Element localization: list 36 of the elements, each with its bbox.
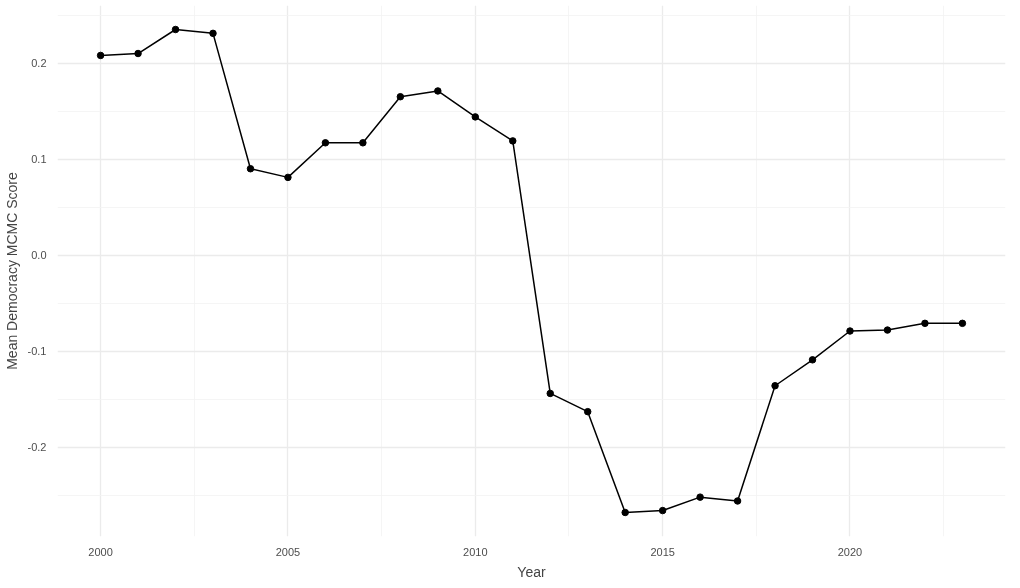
point xyxy=(396,92,405,101)
x-tick-label: 2015 xyxy=(650,545,675,558)
point xyxy=(509,137,517,145)
y-tick-label: 0.2 xyxy=(31,57,47,70)
x-tick-label: 2000 xyxy=(88,545,113,558)
point xyxy=(733,497,742,505)
point xyxy=(434,87,442,95)
point xyxy=(696,493,704,501)
x-axis-title: Year xyxy=(517,563,546,580)
point xyxy=(546,389,554,398)
point xyxy=(808,356,817,364)
point xyxy=(134,49,142,58)
point xyxy=(246,164,255,173)
point xyxy=(621,508,629,517)
point xyxy=(321,139,330,147)
y-tick-label: -0.1 xyxy=(27,345,47,358)
point xyxy=(96,51,105,60)
y-axis-title: Mean Democracy MCMC Score xyxy=(3,171,20,370)
point xyxy=(171,25,180,34)
point xyxy=(209,29,217,38)
y-tick-label: 0.1 xyxy=(31,153,47,166)
point xyxy=(846,327,854,335)
point xyxy=(883,326,892,334)
x-tick-label: 2005 xyxy=(275,545,301,558)
point xyxy=(359,139,367,147)
point xyxy=(583,407,592,416)
y-tick-label: -0.2 xyxy=(27,441,47,454)
x-tick-label: 2010 xyxy=(463,545,488,558)
point xyxy=(471,113,480,121)
x-tick-label: 2020 xyxy=(837,545,863,558)
point xyxy=(921,319,929,328)
point xyxy=(958,319,967,328)
point xyxy=(771,382,779,390)
point xyxy=(658,506,667,515)
y-tick-label: 0.0 xyxy=(31,249,47,262)
point xyxy=(284,173,292,182)
